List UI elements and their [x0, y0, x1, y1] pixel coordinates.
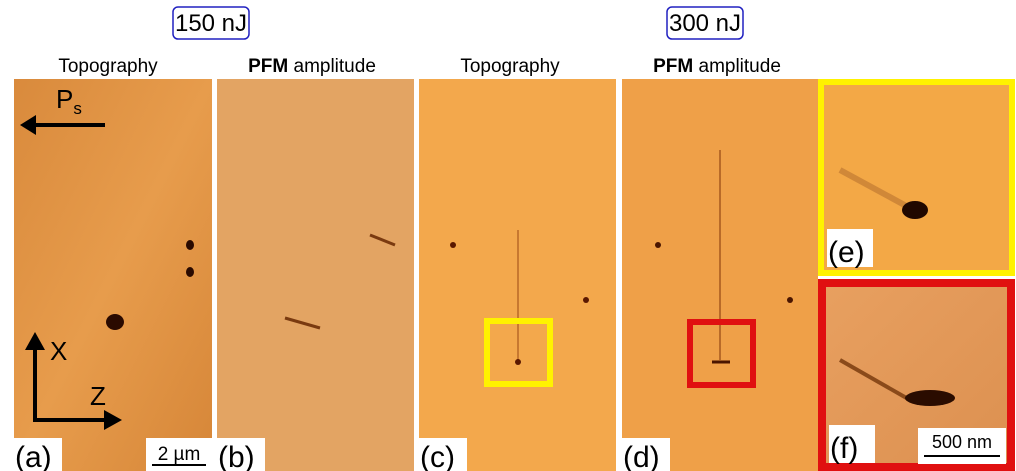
p: P [56, 84, 73, 114]
image-panel [217, 79, 414, 471]
panel-label: (f) [830, 432, 858, 465]
panel-title-rest: amplitude [294, 56, 376, 77]
panel-title-bold: PFM [653, 56, 693, 77]
defect [515, 359, 521, 365]
scale-bar-label: 500 nm [932, 432, 992, 452]
panel-title: PFM amplitude [653, 56, 781, 77]
sub: s [73, 99, 82, 118]
energy-label: 300 nJ [669, 10, 741, 37]
panel-label: (a) [15, 441, 52, 471]
panel-title: PFM amplitude [248, 56, 376, 77]
defect [186, 267, 194, 277]
panel-title: Topography [460, 56, 560, 77]
defect [106, 314, 124, 330]
panel-title: Topography [58, 56, 158, 77]
panel-label: (c) [420, 441, 455, 471]
defect [787, 297, 793, 303]
scale-bar-label: 2 µm [158, 444, 201, 465]
axis-label: X [50, 336, 67, 366]
defect [583, 297, 589, 303]
panel-label: (b) [218, 441, 255, 471]
image-panel [14, 79, 212, 471]
defect [186, 240, 194, 250]
figure: 150 nJ 300 nJ Topography PFM amplitude T… [0, 0, 1016, 471]
defect [902, 201, 928, 219]
panel-title-rest: amplitude [699, 56, 781, 77]
panel-label: (d) [623, 441, 660, 471]
defect [450, 242, 456, 248]
axis-label: Z [90, 381, 106, 411]
defect [905, 390, 955, 406]
panel-title-bold: PFM [248, 56, 288, 77]
panel-label: (e) [828, 236, 865, 269]
defect [655, 242, 661, 248]
energy-label: 150 nJ [175, 10, 247, 37]
